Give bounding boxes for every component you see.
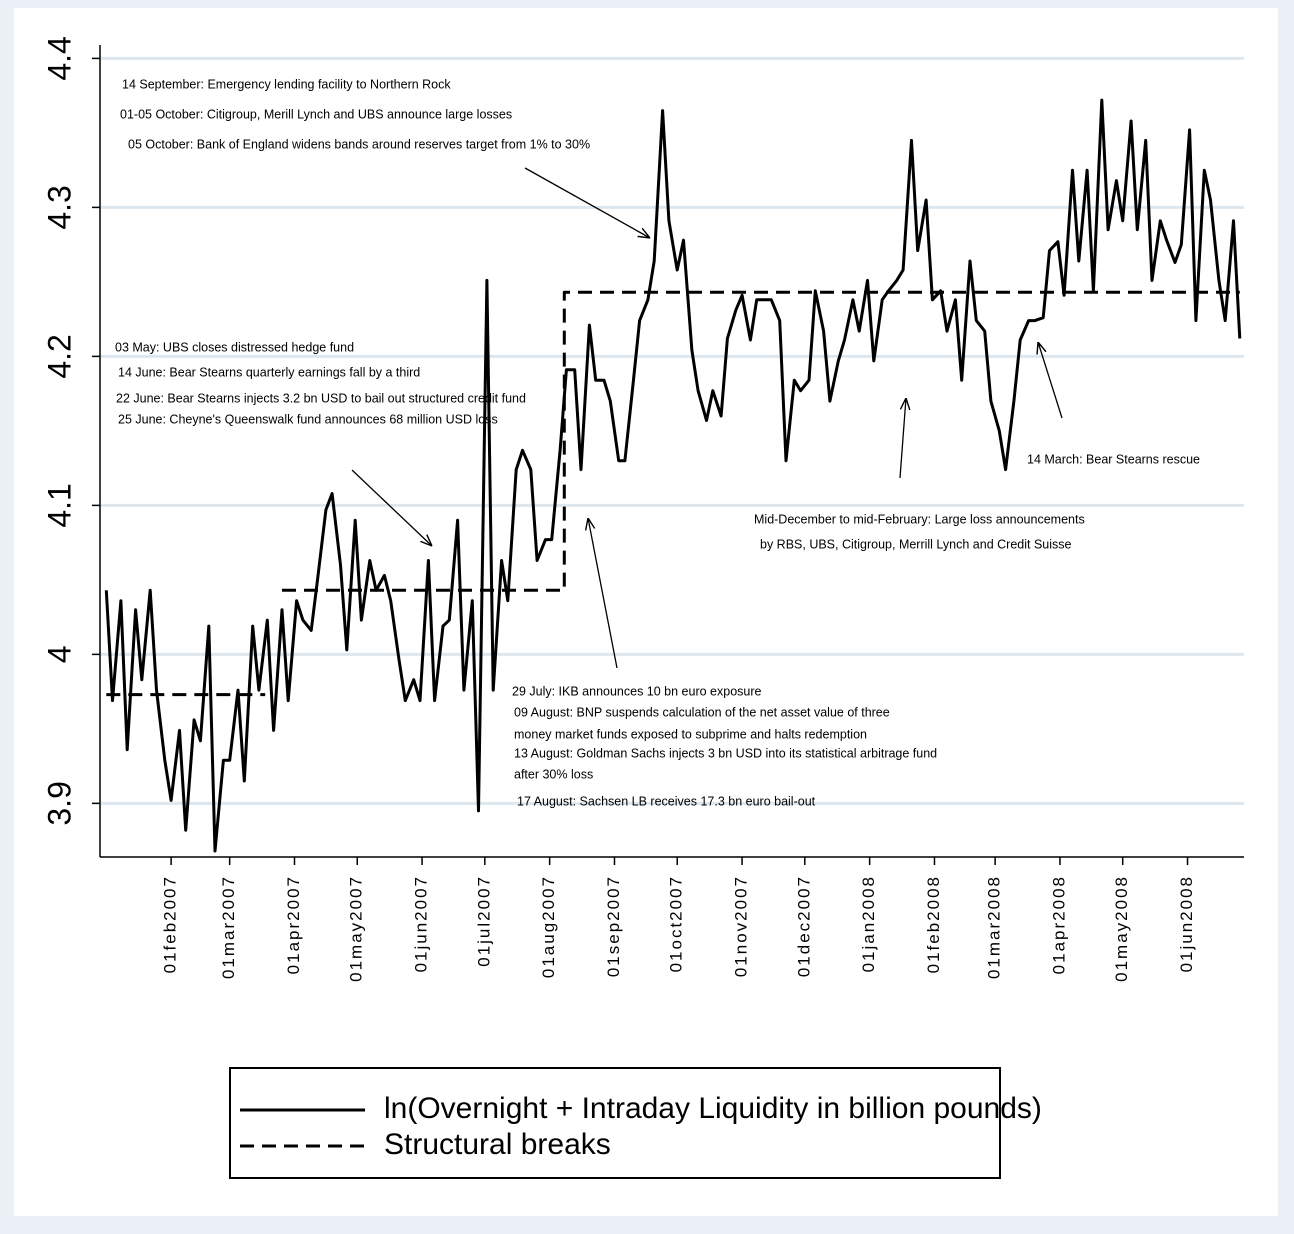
x-tick-label: 01jan2008 xyxy=(859,875,878,972)
x-tick-label: 01mar2007 xyxy=(219,875,238,979)
x-tick-label: 01nov2007 xyxy=(732,875,751,977)
x-tick-label: 01sep2007 xyxy=(604,875,623,977)
x-tick-label: 01jul2007 xyxy=(474,875,493,967)
x-tick-label: 01jun2008 xyxy=(1177,875,1196,972)
legend-label: Structural breaks xyxy=(384,1128,611,1161)
annotation: 05 October: Bank of England widens bands… xyxy=(128,137,590,151)
x-tick-label: 01may2007 xyxy=(347,875,366,982)
legend-label: ln(Overnight + Intraday Liquidity in bil… xyxy=(384,1092,1042,1125)
annotation: 13 August: Goldman Sachs injects 3 bn US… xyxy=(514,746,937,760)
annotation: 22 June: Bear Stearns injects 3.2 bn USD… xyxy=(116,391,526,405)
annotation: 01-05 October: Citigroup, Merill Lynch a… xyxy=(120,107,512,121)
annotation: money market funds exposed to subprime a… xyxy=(514,727,867,741)
arrow xyxy=(524,167,650,238)
data-layer xyxy=(104,98,1242,853)
data-line xyxy=(106,290,1240,697)
x-tick-label: 01may2008 xyxy=(1112,875,1131,982)
y-tick-label: 4.4 xyxy=(41,36,77,80)
y-tick-label: 4.2 xyxy=(41,334,77,378)
x-tick-label: 01oct2007 xyxy=(667,875,686,972)
x-tick-label: 01mar2008 xyxy=(985,875,1004,979)
annotation: 03 May: UBS closes distressed hedge fund xyxy=(115,340,354,354)
x-tick-label: 01aug2007 xyxy=(539,875,558,978)
x-tick-label: 01dec2007 xyxy=(794,875,813,977)
arrow xyxy=(351,469,432,546)
x-tick-label: 01apr2007 xyxy=(284,875,303,974)
annotation: 14 June: Bear Stearns quarterly earnings… xyxy=(118,365,420,379)
arrow xyxy=(899,398,906,479)
arrow xyxy=(588,518,618,669)
annotation: 14 September: Emergency lending facility… xyxy=(122,77,451,91)
annotation: 17 August: Sachsen LB receives 17.3 bn e… xyxy=(517,794,816,808)
y-tick-label: 3.9 xyxy=(41,781,77,825)
plot-background xyxy=(14,8,1278,1216)
x-tick-label: 01feb2008 xyxy=(924,875,943,973)
x-tick-label: 01apr2008 xyxy=(1049,875,1068,974)
annotation: 09 August: BNP suspends calculation of t… xyxy=(514,705,890,719)
legend-box xyxy=(229,1067,1001,1179)
annotation: Mid-December to mid-February: Large loss… xyxy=(754,512,1085,526)
y-tick-label: 4 xyxy=(41,645,77,663)
x-tick-label: 01jun2007 xyxy=(412,875,431,972)
annotation: by RBS, UBS, Citigroup, Merrill Lynch an… xyxy=(760,537,1072,551)
annotation: 14 March: Bear Stearns rescue xyxy=(1027,452,1200,466)
annotation: 29 July: IKB announces 10 bn euro exposu… xyxy=(512,684,762,698)
data-line xyxy=(104,98,1242,853)
arrow xyxy=(1038,342,1063,419)
annotation: 25 June: Cheyne's Queenswalk fund announ… xyxy=(118,412,498,426)
y-tick-label: 4.3 xyxy=(41,185,77,229)
y-tick-label: 4.1 xyxy=(41,483,77,527)
annotation: after 30% loss xyxy=(514,767,593,781)
x-tick-label: 01feb2007 xyxy=(161,875,180,973)
arrows xyxy=(351,167,1063,669)
